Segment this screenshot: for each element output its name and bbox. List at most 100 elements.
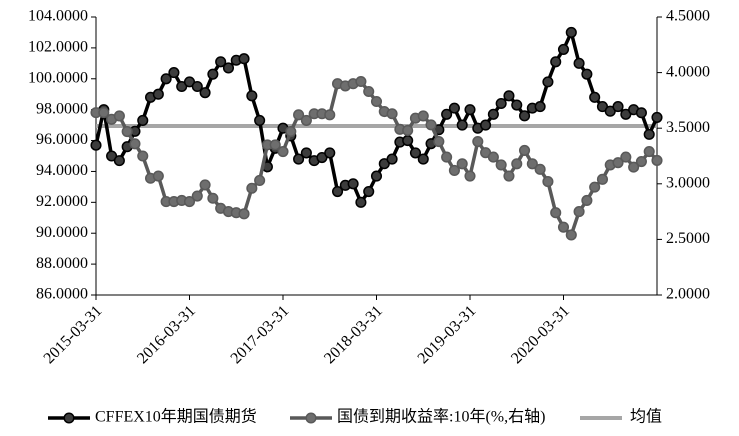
y2-tick-label: 2.0000	[666, 286, 710, 303]
series-marker	[557, 221, 570, 233]
series-marker	[495, 159, 507, 171]
series-marker	[254, 174, 266, 187]
series-marker	[409, 147, 422, 159]
series-marker	[472, 135, 484, 148]
legend-label: CFFEX10年期国债期货	[95, 408, 257, 426]
series-marker	[487, 108, 499, 120]
series-marker	[370, 170, 383, 182]
series-marker	[113, 155, 125, 167]
series-marker	[168, 67, 180, 79]
series-marker	[441, 108, 453, 120]
series-marker	[386, 153, 398, 165]
series-marker	[612, 101, 624, 113]
series-marker	[534, 101, 546, 113]
series-marker	[300, 114, 312, 126]
series-marker	[152, 88, 164, 100]
series-marker	[433, 135, 445, 148]
series-marker	[542, 176, 554, 188]
series-marker	[191, 80, 203, 93]
series-marker	[355, 196, 367, 208]
series-marker	[121, 125, 133, 138]
series-marker	[207, 68, 219, 80]
series-marker	[635, 156, 647, 168]
y-tick-label: 88.0000	[36, 255, 88, 272]
series-marker	[565, 26, 577, 38]
legend-label: 均值	[630, 408, 662, 426]
series-marker	[417, 110, 429, 122]
series-marker	[612, 157, 624, 169]
y-tick-label: 92.0000	[36, 193, 88, 210]
series-marker	[534, 163, 546, 175]
x-tick-label: 2019-03-31	[415, 302, 480, 367]
series-marker	[425, 119, 437, 131]
series-marker	[487, 151, 499, 163]
series-marker	[542, 76, 554, 88]
legend-label: 国债到期收益率:10年(%,右轴)	[337, 408, 545, 426]
series-marker	[589, 91, 601, 103]
series-marker	[589, 181, 601, 193]
series-marker	[160, 73, 172, 85]
series-marker	[277, 146, 289, 158]
series-marker	[550, 207, 562, 219]
series-marker	[246, 182, 258, 194]
series-marker	[402, 135, 414, 147]
series-marker	[90, 139, 102, 151]
series-marker	[363, 185, 375, 198]
series-marker	[98, 107, 110, 119]
y-tick-label: 86.0000	[36, 286, 88, 303]
series-marker	[448, 102, 460, 114]
series-marker	[573, 57, 585, 69]
series-marker	[643, 146, 655, 158]
series-marker	[565, 229, 577, 241]
y2-tick-label: 4.0000	[666, 63, 710, 80]
series-marker	[183, 196, 196, 208]
y-tick-label: 100.0000	[28, 69, 88, 86]
series-marker	[300, 147, 312, 159]
series-marker	[199, 87, 211, 99]
series-marker	[246, 90, 258, 102]
y2-tick-label: 2.5000	[666, 230, 710, 247]
series-marker	[518, 110, 531, 122]
y-tick-label: 96.0000	[36, 131, 88, 148]
series-marker	[293, 153, 305, 165]
x-tick-label: 2015-03-31	[41, 302, 106, 367]
series-marker	[199, 179, 211, 191]
series-marker	[573, 206, 585, 218]
series-marker	[402, 124, 414, 136]
x-tick-label: 2018-03-31	[321, 302, 386, 367]
series-marker	[464, 104, 476, 116]
series-marker	[511, 99, 523, 111]
series-marker	[456, 119, 468, 131]
series-marker	[207, 192, 219, 204]
y2-tick-label: 4.5000	[666, 8, 710, 25]
series-marker	[254, 114, 266, 127]
series-marker	[651, 111, 663, 123]
series-marker	[620, 151, 632, 163]
y2-tick-label: 3.5000	[666, 119, 710, 136]
series-marker	[355, 75, 367, 88]
series-marker	[324, 147, 336, 159]
series-marker	[596, 173, 609, 185]
y2-tick-label: 3.0000	[666, 174, 710, 191]
series-marker	[191, 190, 203, 202]
series-marker	[651, 154, 663, 166]
series-marker	[518, 144, 531, 156]
series-marker	[417, 153, 429, 165]
series-marker	[269, 139, 281, 151]
y-tick-label: 98.0000	[36, 100, 88, 117]
series-marker	[456, 158, 468, 170]
legend-marker	[305, 412, 317, 424]
series-marker	[238, 53, 250, 65]
series-marker	[113, 110, 125, 122]
series-marker	[495, 97, 507, 110]
series-marker	[635, 107, 647, 119]
series-marker	[331, 185, 344, 198]
y-tick-label: 102.0000	[28, 39, 88, 56]
series-marker	[293, 109, 305, 121]
series-marker	[503, 170, 515, 182]
series-marker	[526, 158, 538, 170]
series-marker	[238, 208, 250, 220]
series-marker	[370, 95, 383, 108]
series-marker	[386, 108, 398, 120]
